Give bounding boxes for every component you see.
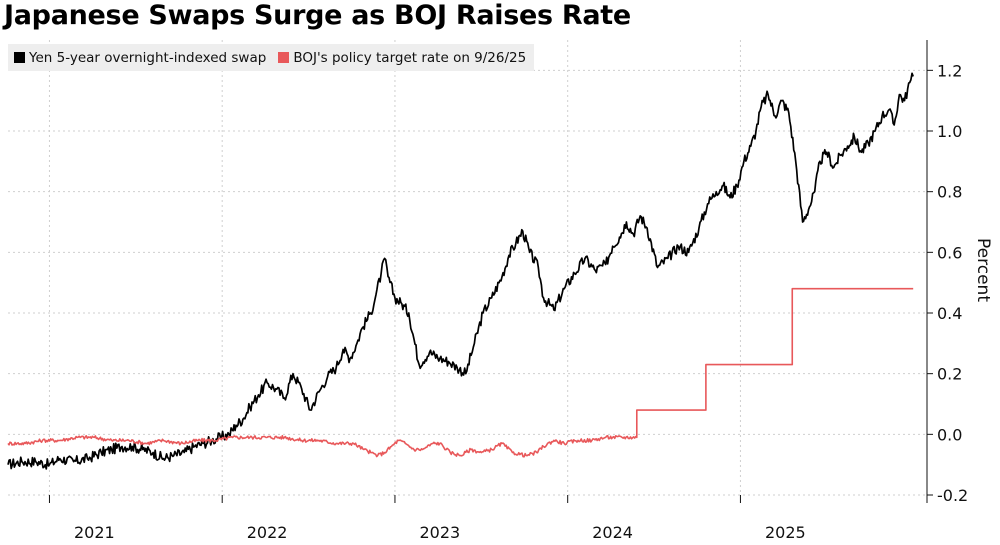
- y-tick-label: 0.6: [937, 243, 962, 262]
- axis-layer: [48, 40, 933, 503]
- legend-item-policy-rate: BOJ's policy target rate on 9/26/25: [278, 50, 526, 66]
- y-tick-label: 1.0: [937, 122, 962, 141]
- series-line-policy-rate: [7, 287, 914, 458]
- x-tick-label: 2023: [420, 523, 461, 542]
- chart-title: Japanese Swaps Surge as BOJ Raises Rate: [4, 0, 631, 31]
- x-tick-label: 2022: [247, 523, 288, 542]
- chart-legend: Yen 5-year overnight-indexed swap BOJ's …: [8, 44, 535, 71]
- legend-label-policy-rate: BOJ's policy target rate on 9/26/25: [293, 49, 527, 66]
- x-tick-label: 2024: [592, 523, 633, 542]
- y-tick-label: 0.0: [937, 425, 962, 444]
- y-tick-label: 0.8: [937, 183, 962, 202]
- x-tick-label: 2021: [74, 523, 115, 542]
- x-tick-label: 2025: [765, 523, 806, 542]
- y-tick-label: 1.2: [937, 61, 962, 80]
- y-tick-label: -0.2: [937, 486, 968, 505]
- label-layer: -0.2 0.0 0.2 0.4 0.6 0.8 1.0 1.2 2021 2022 2023 202…: [74, 61, 993, 542]
- series-layer: [7, 72, 914, 470]
- legend-label-swap: Yen 5-year overnight-indexed swap: [29, 49, 267, 66]
- y-tick-label: 0.2: [937, 365, 962, 384]
- series-line-swap: [7, 72, 914, 470]
- legend-swatch-policy-rate: [278, 52, 290, 63]
- y-tick-label: 0.4: [937, 304, 962, 323]
- y-axis-title: Percent: [973, 238, 993, 302]
- legend-item-swap: Yen 5-year overnight-indexed swap: [14, 50, 266, 66]
- grid-layer: [8, 40, 927, 496]
- legend-swatch-swap: [14, 52, 25, 63]
